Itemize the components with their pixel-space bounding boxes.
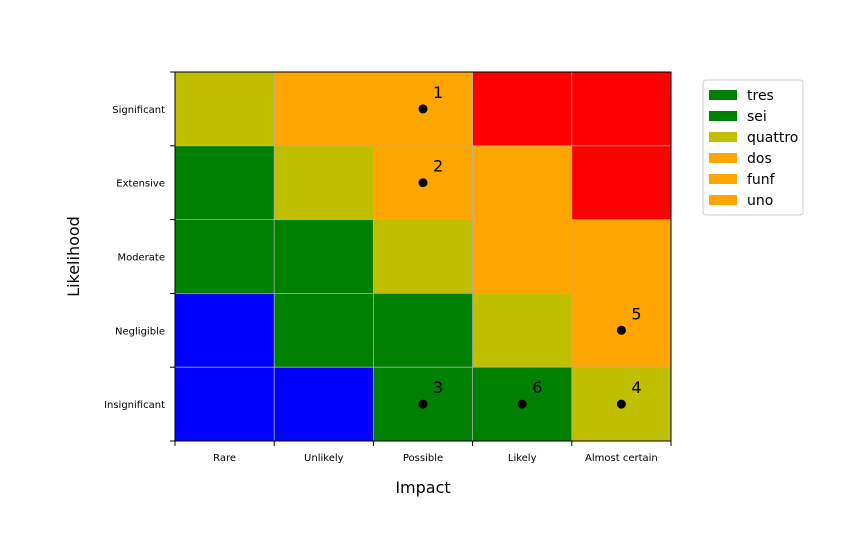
legend-swatch (709, 195, 737, 205)
data-point-label: 1 (433, 83, 443, 102)
y-tick-label: Negligible (115, 326, 165, 337)
heatmap-cell (175, 72, 275, 146)
data-point (616, 399, 626, 409)
heatmap-cell (175, 219, 275, 294)
heatmap-cell (571, 72, 671, 146)
data-points: 1 2 5 3 6 4 (418, 83, 642, 409)
heatmap-cell (472, 293, 572, 368)
heatmap-cell (472, 72, 572, 146)
legend-swatch (709, 153, 737, 163)
data-point (517, 399, 527, 409)
x-tick-label: Likely (508, 453, 537, 464)
x-axis-label: Impact (395, 478, 450, 497)
heatmap-cell (175, 293, 275, 368)
heatmap-cell (373, 293, 473, 368)
data-point (418, 178, 428, 188)
axis-ticks: Rare Unlikely Possible Likely Almost certain… (104, 71, 672, 464)
legend: tres sei quattro dos funf uno (702, 79, 804, 216)
heatmap-cell (175, 367, 275, 441)
grid-lines (175, 72, 671, 441)
legend-label: funf (747, 172, 776, 188)
heatmap-cells (175, 72, 671, 441)
x-tick-label: Unlikely (304, 453, 344, 464)
heatmap-cell (571, 219, 671, 294)
heatmap-cell (274, 72, 374, 146)
y-tick-label: Significant (112, 105, 165, 116)
legend-swatch (709, 132, 737, 142)
heatmap-cell (274, 145, 374, 220)
heatmap-cell (373, 219, 473, 294)
legend-swatch (709, 111, 737, 121)
heatmap-cell (274, 219, 374, 294)
heatmap-cell (175, 145, 275, 220)
heatmap-cell (472, 145, 572, 220)
legend-label: tres (747, 88, 774, 104)
y-tick-label: Extensive (116, 179, 165, 190)
legend-label: quattro (747, 130, 798, 146)
data-point-label: 2 (433, 157, 443, 176)
plot-frame (174, 71, 672, 442)
y-tick-label: Moderate (117, 253, 165, 264)
y-axis-label: Likelihood (64, 216, 83, 297)
heatmap-cell (472, 219, 572, 294)
legend-label: dos (747, 151, 772, 167)
data-point-label: 3 (433, 378, 443, 397)
data-point-label: 4 (631, 378, 641, 397)
heatmap-cell (274, 367, 374, 441)
legend-swatch (709, 90, 737, 100)
data-point (616, 325, 626, 335)
x-tick-label: Almost certain (585, 453, 658, 464)
legend-label: sei (747, 109, 767, 125)
data-point (418, 104, 428, 114)
x-tick-label: Rare (213, 453, 236, 464)
data-point (418, 399, 428, 409)
data-point-label: 5 (631, 304, 641, 323)
x-tick-label: Possible (403, 453, 443, 464)
legend-label: uno (747, 193, 773, 209)
heatmap-cell (274, 293, 374, 368)
data-point-label: 6 (532, 378, 542, 397)
y-tick-label: Insignificant (104, 400, 165, 411)
legend-swatch (709, 174, 737, 184)
heatmap-cell (571, 145, 671, 220)
